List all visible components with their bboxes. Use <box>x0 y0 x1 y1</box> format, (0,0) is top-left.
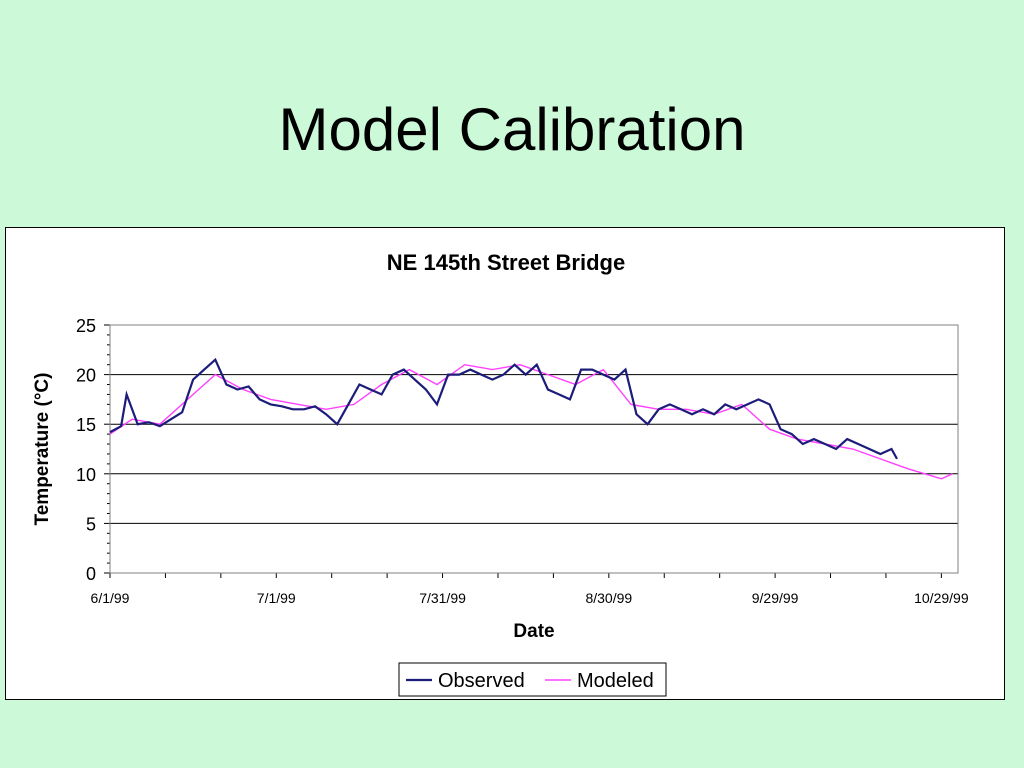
x-tick-label: 7/31/99 <box>419 590 466 606</box>
y-axis: 0 5 10 15 20 25 <box>76 316 111 584</box>
y-tick-label: 25 <box>76 316 96 336</box>
y-tick-label: 10 <box>76 465 96 485</box>
y-tick-label: 15 <box>76 415 96 435</box>
x-tick-label: 10/29/99 <box>914 590 969 606</box>
grid-lines <box>110 324 958 524</box>
x-axis: 6/1/99 7/1/99 7/31/99 8/30/99 9/29/99 10/29/9… <box>91 572 969 606</box>
legend-label: Modeled <box>577 670 654 692</box>
chart-title: NE 145th Street Bridge <box>387 250 625 275</box>
x-tick-label: 9/29/99 <box>752 590 799 606</box>
y-tick-label: 0 <box>86 564 96 584</box>
chart-legend: Observed Modeled <box>398 662 667 697</box>
y-axis-label: Temperature (°C) <box>32 373 53 526</box>
slide-title: Model Calibration <box>278 96 746 163</box>
x-axis-label: Date <box>513 621 554 642</box>
legend-box <box>398 662 667 697</box>
series-line-observed <box>109 357 898 460</box>
legend-label: Observed <box>438 670 525 692</box>
series-line-modeled <box>109 363 953 480</box>
y-tick-label: 5 <box>86 514 96 534</box>
x-tick-label: 7/1/99 <box>257 590 296 606</box>
temperature-chart: NE 145th Street Bridge 0 5 10 15 20 25 6/1/99… <box>32 250 969 697</box>
plot-area <box>109 324 959 574</box>
x-tick-label: 8/30/99 <box>585 590 632 606</box>
chart-panel: NE 145th Street Bridge 0 5 10 15 20 25 6/1/99… <box>5 227 1005 700</box>
x-tick-label: 6/1/99 <box>91 590 130 606</box>
series-lines <box>109 357 953 480</box>
y-tick-label: 20 <box>76 366 96 386</box>
